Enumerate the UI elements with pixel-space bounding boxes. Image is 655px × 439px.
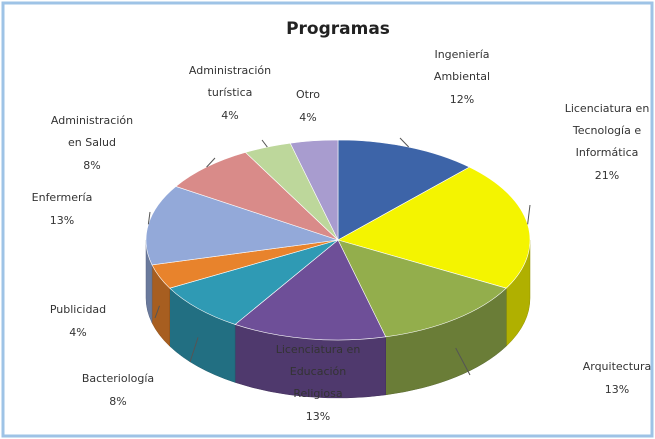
slice-label: Licenciatura en Tecnología e Informática [565,102,650,159]
pie-slice [337,139,471,241]
slice-label: Administración en Salud [51,114,133,149]
leader-line [154,305,160,319]
pie-slice [234,239,387,341]
slice-value-label: 8% [109,395,126,408]
pie-slice [337,239,507,338]
slice-value-label: 12% [450,93,474,106]
slice-value-label: 4% [69,326,86,339]
slice-label: Ingeniería Ambiental [434,48,490,83]
slice-value-label: 21% [595,169,619,182]
leader-line [147,211,151,225]
pie-slice [169,239,339,325]
slice-value-label: 4% [221,109,238,122]
slice-label: Otro [296,88,320,101]
leader-line [527,204,531,225]
slice-label: Publicidad [50,303,106,316]
slice-label: Licenciatura en Educación Religiosa [276,343,361,400]
slice-label: Enfermería [32,191,93,204]
slice-value-label: 8% [83,159,100,172]
leader-line [206,157,216,168]
leader-line [189,337,199,363]
slice-label: Arquitectura [583,360,652,373]
chart-title: Programas [286,19,390,39]
leader-line [399,137,410,148]
pie-slice [289,139,339,241]
slice-label: Bacteriología [82,372,154,385]
slice-value-label: 13% [306,410,330,423]
slice-value-label: 4% [299,111,316,124]
leader-line [261,139,268,148]
slice-label: Administración turística [189,64,271,99]
leader-line [455,347,471,376]
slice-value-label: 13% [50,214,74,227]
slice-value-label: 13% [605,383,629,396]
